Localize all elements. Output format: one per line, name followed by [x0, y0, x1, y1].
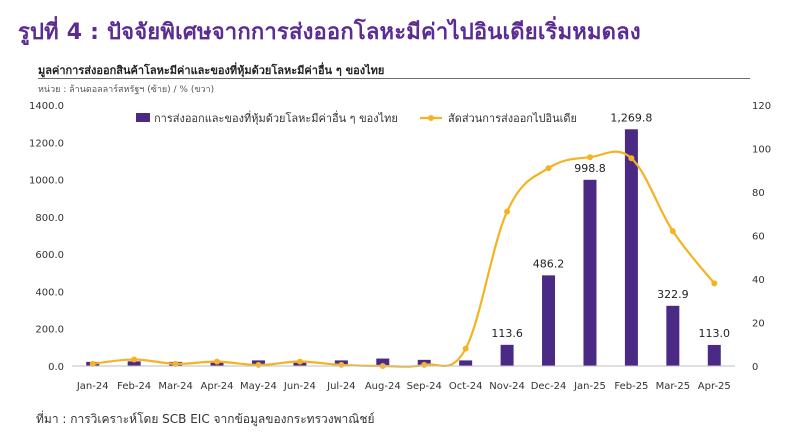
bar: [624, 129, 638, 366]
x-tick-label: Dec-24: [531, 381, 567, 392]
legend: การส่งออกและของที่หุ้มด้วยโลหะมีค่าอื่น …: [136, 110, 577, 125]
y-left-tick-label: 600.0: [35, 250, 64, 261]
bar-data-label: 998.8: [574, 162, 606, 175]
bar-data-label: 1,269.8: [610, 111, 652, 124]
line-point: [89, 360, 96, 367]
bar-data-label: 486.2: [533, 257, 565, 270]
x-tick-label: Sep-24: [407, 381, 442, 392]
divider: [38, 78, 750, 79]
legend-line-marker: [428, 115, 434, 121]
bar-data-label: 113.6: [491, 327, 523, 340]
line-series: [89, 150, 718, 369]
bar: [707, 344, 721, 366]
y-right-tick-label: 100: [752, 145, 771, 156]
x-tick-label: May-24: [240, 381, 277, 392]
legend-line-label: สัดส่วนการส่งออกไปอินเดีย: [448, 112, 577, 125]
y-right-tick-label: 80: [752, 188, 765, 199]
y-right-tick-label: 120: [752, 101, 771, 112]
unit-note: หน่วย : ล้านดอลลาร์สหรัฐฯ (ซ้าย) / % (ขว…: [38, 85, 215, 95]
line-point: [504, 208, 511, 215]
line-point: [462, 345, 469, 352]
line-point: [545, 165, 552, 172]
line-point: [669, 228, 676, 235]
y-right-tick-label: 40: [752, 275, 765, 286]
y-left-tick-label: 0.0: [48, 362, 64, 373]
bar: [459, 360, 473, 366]
bar-series: [86, 129, 721, 366]
data-labels: 113.6 486.2 998.8 1,269.8 322.9 113.0: [491, 111, 730, 340]
line-point: [711, 280, 718, 287]
line-point: [131, 356, 138, 363]
x-tick-label: Apr-24: [201, 381, 234, 392]
line-path: [92, 150, 716, 368]
y-left-tick-label: 1200.0: [29, 138, 64, 149]
line-point: [338, 361, 345, 368]
y-right-tick-label: 60: [752, 232, 765, 243]
y-left-tick-label: 1000.0: [29, 176, 64, 187]
chart-subtitle: มูลค่าการส่งออกสินค้าโลหะมีค่าและของที่ห…: [38, 64, 385, 77]
bar: [500, 344, 514, 366]
x-tick-label: Jul-24: [326, 381, 355, 392]
bar: [376, 358, 390, 366]
page-title: รูปที่ 4 : ปัจจัยพิเศษจากการส่งออกโลหะมี…: [18, 20, 641, 45]
legend-bar-swatch: [136, 113, 150, 122]
line-point: [255, 361, 262, 368]
line-point: [628, 155, 635, 162]
line-point: [214, 358, 221, 365]
x-tick-label: Feb-25: [614, 381, 648, 392]
x-tick-label: Mar-25: [656, 381, 691, 392]
x-tick-label: Jan-25: [573, 381, 606, 392]
line-point: [172, 360, 179, 367]
line-point: [586, 154, 593, 161]
x-tick-label: Feb-24: [117, 381, 151, 392]
y-left-tick-label: 200.0: [35, 325, 64, 336]
bar-data-label: 113.0: [699, 327, 731, 340]
x-tick-label: Nov-24: [489, 381, 525, 392]
bar: [127, 361, 141, 366]
bar: [542, 275, 556, 366]
bar: [583, 179, 597, 366]
source-note: ที่มา : การวิเคราะห์โดย SCB EIC จากข้อมู…: [36, 412, 375, 426]
legend-bar-label: การส่งออกและของที่หุ้มด้วยโลหะมีค่าอื่น …: [154, 110, 398, 125]
x-tick-label: Jan-24: [76, 381, 109, 392]
line-point: [421, 361, 428, 368]
x-tick-label: Aug-24: [365, 381, 401, 392]
line-point: [296, 358, 303, 365]
y-right-tick-label: 0: [752, 362, 758, 373]
y-right-tick-label: 20: [752, 319, 765, 330]
y-left-tick-label: 400.0: [35, 287, 64, 298]
bar-data-label: 322.9: [657, 288, 689, 301]
axis-ticks: 0.0 200.0 400.0 600.0 800.0 1000.0 1200.0 1400.…: [29, 101, 771, 392]
x-tick-label: Jun-24: [283, 381, 316, 392]
y-left-tick-label: 1400.0: [29, 101, 64, 112]
x-tick-label: Oct-24: [449, 381, 483, 392]
x-tick-label: Apr-25: [698, 381, 731, 392]
x-tick-label: Mar-24: [158, 381, 193, 392]
bar: [666, 305, 680, 366]
y-left-tick-label: 800.0: [35, 213, 64, 224]
